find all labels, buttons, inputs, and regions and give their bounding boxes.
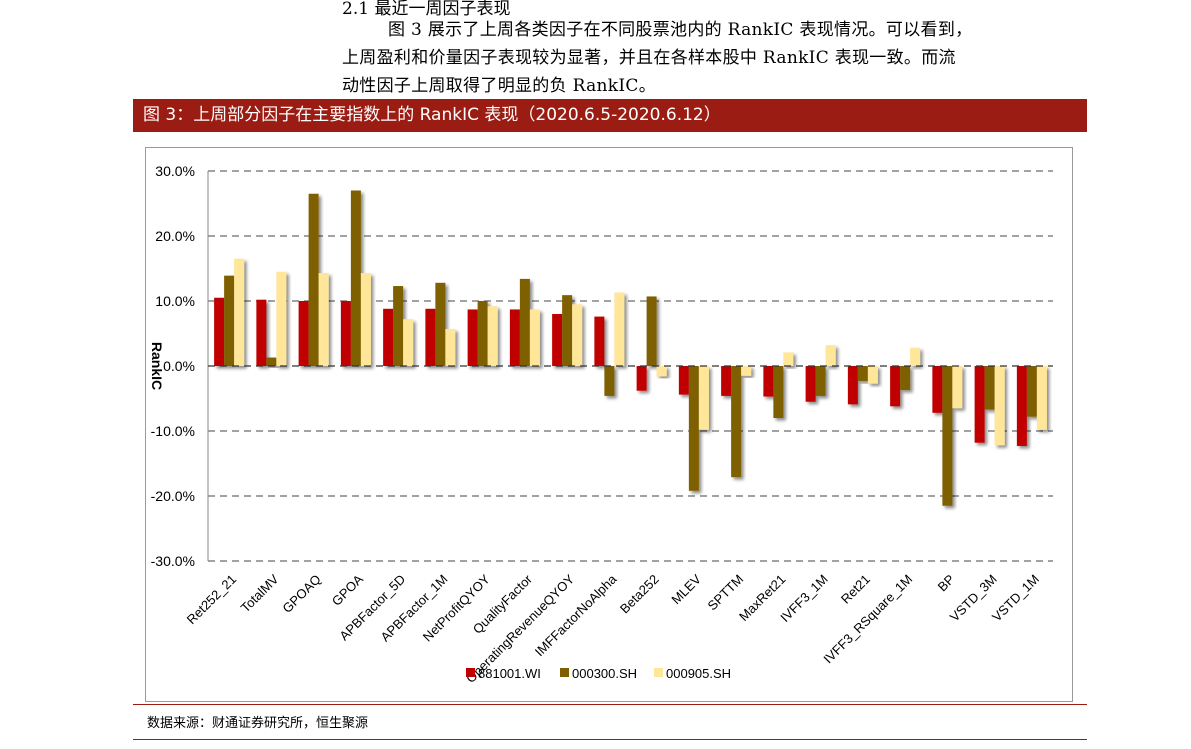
- bar-881001-WI-VSTD_1M: [1016, 366, 1027, 446]
- bar-881001-WI-IMFFactorNoAlpha: [594, 316, 605, 366]
- bar-000905-SH-Ret252_21: [234, 258, 245, 366]
- bar-881001-WI-MaxRet21: [763, 366, 774, 397]
- bar-881001-WI-SPTTM: [721, 366, 732, 396]
- legend-swatch: [654, 668, 663, 677]
- paragraph-line: 上周盈利和价量因子表现较为显著，并且在各样本股中 RankIC 表现一致。而流: [342, 48, 956, 68]
- bar-881001-WI-GPOAQ: [298, 301, 309, 366]
- source-top-rule: [133, 704, 1087, 705]
- bar-000300-SH-IVFF3_1M: [815, 366, 826, 396]
- bar-000300-SH-GPOAQ: [308, 193, 319, 366]
- bar-000905-SH-OperatingRevenueQYOY: [572, 304, 583, 366]
- x-tick-label: GPOAQ: [279, 572, 323, 616]
- bar-000300-SH-IVFF3_RSquare_1M: [900, 366, 911, 391]
- legend-swatch: [560, 668, 569, 677]
- bar-000905-SH-GPOA: [360, 273, 371, 366]
- bar-000300-SH-NetProfitQYOY: [477, 301, 488, 366]
- bar-881001-WI-OperatingRevenueQYOY: [552, 314, 563, 366]
- bar-000300-SH-BP: [942, 366, 953, 506]
- bar-881001-WI-BP: [932, 366, 943, 413]
- bar-000905-SH-NetProfitQYOY: [487, 306, 498, 366]
- bar-000300-SH-IMFFactorNoAlpha: [604, 366, 615, 396]
- bar-881001-WI-IVFF3_1M: [805, 366, 816, 402]
- bar-000905-SH-VSTD_3M: [994, 366, 1005, 446]
- bar-000300-SH-OperatingRevenueQYOY: [562, 295, 573, 366]
- bar-000300-SH-TotalMV: [266, 357, 277, 366]
- legend-swatch: [466, 668, 475, 677]
- bar-881001-WI-Ret21: [847, 366, 858, 405]
- x-tick-label: SPTTM: [704, 572, 746, 614]
- bar-000905-SH-Ret21: [867, 366, 878, 384]
- y-tick-label: -20.0%: [151, 488, 195, 504]
- paragraph-line: 图 3 展示了上周各类因子在不同股票池内的 RankIC 表现情况。可以看到，: [388, 20, 973, 40]
- y-tick-label: 0.0%: [163, 358, 195, 374]
- bar-000300-SH-APBFactor_1M: [435, 282, 446, 366]
- bar-000905-SH-APBFactor_1M: [445, 328, 456, 366]
- paragraph-line: 动性因子上周取得了明显的负 RankIC。: [342, 76, 657, 96]
- x-tick-label: Ret21: [838, 572, 873, 607]
- x-tick-label: Beta252: [617, 572, 662, 617]
- bar-000300-SH-MLEV: [688, 366, 699, 491]
- bar-000905-SH-TotalMV: [276, 271, 287, 366]
- chart-frame: [145, 147, 1073, 702]
- bar-000905-SH-IMFFactorNoAlpha: [614, 292, 625, 366]
- bar-000905-SH-BP: [952, 366, 963, 409]
- bar-000905-SH-IVFF3_RSquare_1M: [910, 347, 921, 366]
- y-axis-title: RankIC: [149, 342, 165, 390]
- bar-000300-SH-QualityFactor: [519, 278, 530, 366]
- bar-000905-SH-QualityFactor: [529, 309, 540, 366]
- y-tick-label: 10.0%: [155, 293, 195, 309]
- x-tick-label: MLEV: [668, 571, 704, 607]
- bar-881001-WI-VSTD_3M: [974, 366, 985, 443]
- section-heading: 2.1 最近一周因子表现: [342, 0, 511, 19]
- bar-000905-SH-MLEV: [698, 366, 709, 430]
- figure-title-bar: 图 3：上周部分因子在主要指数上的 RankIC 表现（2020.6.5-202…: [133, 99, 1087, 132]
- bar-881001-WI-MLEV: [678, 366, 689, 395]
- x-tick-label: BP: [935, 572, 958, 595]
- source-bottom-rule: [133, 739, 1087, 740]
- x-tick-label: GPOA: [329, 571, 366, 608]
- bar-000300-SH-SPTTM: [731, 366, 742, 478]
- x-tick-label: Ret252_21: [184, 572, 240, 628]
- body-paragraph: 图 3 展示了上周各类因子在不同股票池内的 RankIC 表现情况。可以看到， …: [342, 16, 1082, 100]
- bar-881001-WI-IVFF3_RSquare_1M: [890, 366, 901, 407]
- bar-881001-WI-Ret252_21: [214, 297, 225, 366]
- legend-label: 881001.WI: [478, 666, 541, 681]
- bar-000905-SH-APBFactor_5D: [403, 319, 414, 366]
- y-tick-label: 30.0%: [155, 163, 195, 179]
- bar-000905-SH-IVFF3_1M: [825, 345, 836, 366]
- x-tick-label: IMFFactorNoAlpha: [532, 571, 620, 659]
- bar-881001-WI-NetProfitQYOY: [467, 309, 478, 366]
- bar-000905-SH-VSTD_1M: [1036, 366, 1047, 430]
- bar-881001-WI-QualityFactor: [509, 309, 520, 366]
- bar-881001-WI-GPOA: [340, 301, 351, 366]
- bar-000905-SH-MaxRet21: [783, 352, 794, 366]
- bar-881001-WI-TotalMV: [256, 299, 267, 366]
- bar-000905-SH-GPOAQ: [318, 273, 329, 366]
- bar-881001-WI-APBFactor_1M: [425, 308, 436, 366]
- legend-label: 000300.SH: [572, 666, 637, 681]
- bar-881001-WI-APBFactor_5D: [383, 308, 394, 366]
- bar-000300-SH-Ret252_21: [224, 275, 235, 366]
- bar-881001-WI-Beta252: [636, 366, 647, 391]
- bar-000300-SH-APBFactor_5D: [393, 286, 404, 366]
- bar-000905-SH-SPTTM: [741, 366, 752, 376]
- legend-label: 000905.SH: [666, 666, 731, 681]
- y-tick-label: 20.0%: [155, 228, 195, 244]
- bar-000300-SH-MaxRet21: [773, 366, 784, 418]
- source-note: 数据来源：财通证券研究所，恒生聚源: [147, 716, 369, 731]
- bar-000905-SH-Beta252: [656, 366, 667, 377]
- y-tick-label: -10.0%: [151, 423, 195, 439]
- y-tick-label: -30.0%: [151, 553, 195, 569]
- bar-000300-SH-VSTD_3M: [984, 366, 995, 410]
- x-tick-label: TotalMV: [238, 571, 282, 615]
- bar-000300-SH-Beta252: [646, 296, 657, 366]
- bar-000300-SH-Ret21: [857, 366, 868, 381]
- bar-000300-SH-VSTD_1M: [1026, 366, 1037, 417]
- bar-000300-SH-GPOA: [350, 190, 361, 366]
